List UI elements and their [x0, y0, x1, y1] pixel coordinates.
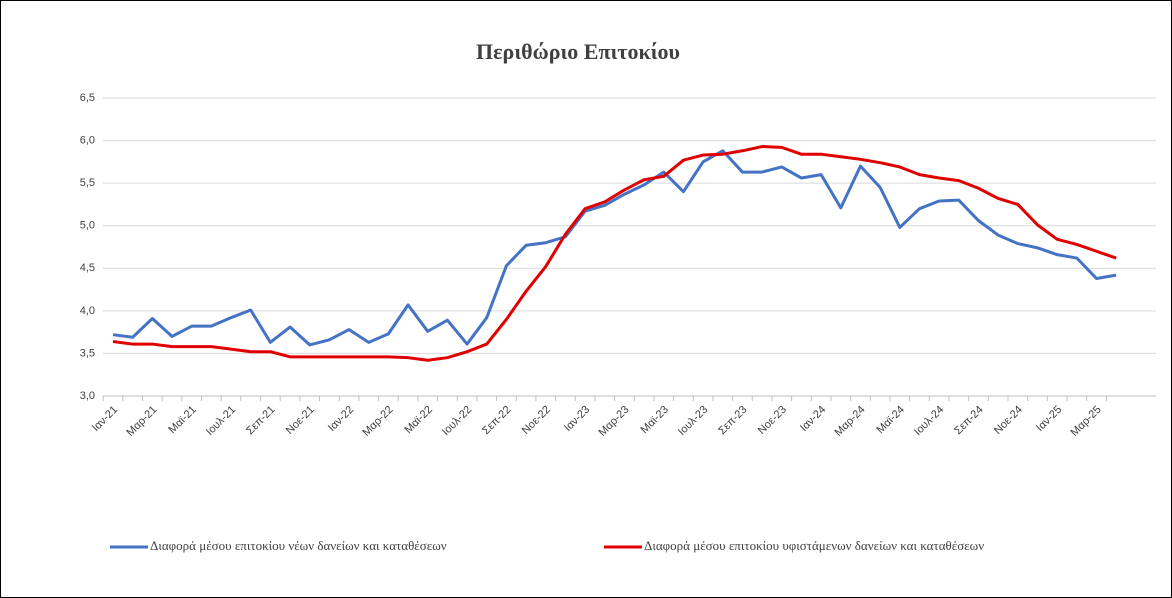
- y-tick-label: 4,0: [80, 305, 95, 317]
- chart-title: Περιθώριο Επιτοκίου: [476, 39, 680, 64]
- legend-label: Διαφορά μέσου επιτοκίου υφιστάμενων δανε…: [644, 538, 984, 553]
- y-tick-label: 6,5: [80, 92, 95, 104]
- y-tick-label: 6,0: [80, 134, 95, 146]
- y-tick-label: 3,0: [80, 390, 95, 402]
- line-series: [112, 149, 1117, 347]
- legend-label: Διαφορά μέσου επιτοκίου νέων δανείων και…: [150, 538, 447, 553]
- y-tick-label: 5,5: [80, 177, 95, 189]
- line-series: [112, 145, 1117, 362]
- y-tick-label: 4,5: [80, 262, 95, 274]
- y-tick-label: 5,0: [80, 220, 95, 232]
- y-tick-label: 3,5: [80, 347, 95, 359]
